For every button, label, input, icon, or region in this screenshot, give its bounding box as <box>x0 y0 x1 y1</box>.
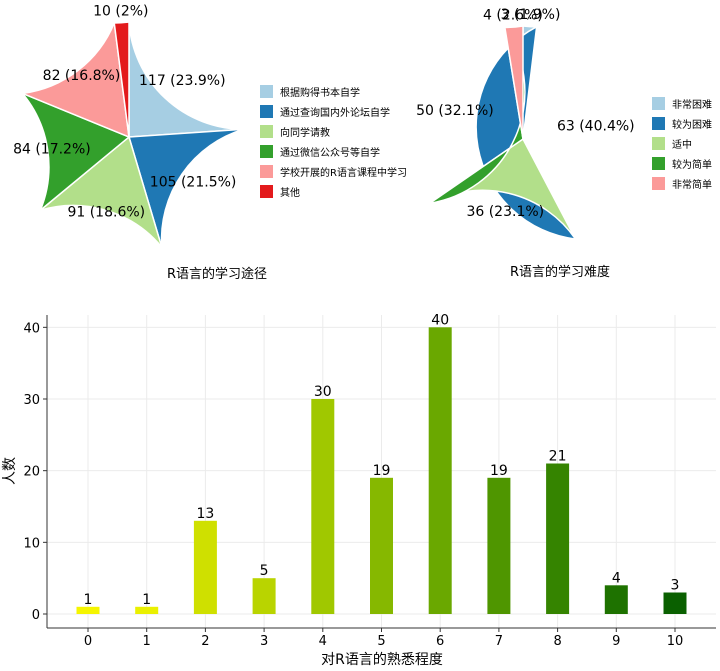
y-axis-label: 人数 <box>2 457 18 485</box>
bar <box>311 399 335 614</box>
legend-swatch <box>260 105 273 118</box>
bar-value-label: 1 <box>84 592 93 608</box>
legend-label: 非常简单 <box>672 178 712 191</box>
legend-label: 根据购得书本自学 <box>280 86 360 99</box>
legend-label: 向同学请教 <box>280 126 330 139</box>
x-tick-label: 6 <box>436 634 444 649</box>
x-tick-label: 8 <box>553 634 561 649</box>
x-tick-label: 0 <box>84 634 92 649</box>
legend-swatch <box>652 97 665 110</box>
legend-label: 适中 <box>672 138 692 151</box>
chart-title: R语言的学习难度 <box>510 264 610 280</box>
legend-label: 较为简单 <box>672 158 712 171</box>
legend-swatch <box>652 137 665 150</box>
bar-value-label: 13 <box>196 506 214 522</box>
x-tick-label: 7 <box>495 634 503 649</box>
slice-label: 84 (17.2%) <box>13 142 91 158</box>
legend-label: 非常困难 <box>672 98 712 111</box>
bar-value-label: 19 <box>490 463 508 479</box>
bar-value-label: 4 <box>612 570 621 586</box>
bar <box>604 585 628 614</box>
bar <box>76 606 100 614</box>
y-tick-label: 20 <box>23 465 40 480</box>
bar-value-label: 1 <box>142 592 151 608</box>
legend-label: 其他 <box>280 186 300 199</box>
slice-label: 36 (23.1%) <box>466 204 544 220</box>
legend-label: 通过微信公众号等自学 <box>280 146 380 159</box>
legend-swatch <box>260 165 273 178</box>
slice-label: 91 (18.6%) <box>67 205 145 221</box>
x-tick-label: 4 <box>319 634 327 649</box>
slice-label: 50 (32.1%) <box>416 103 494 119</box>
y-tick-label: 0 <box>32 608 40 623</box>
legend-swatch <box>652 157 665 170</box>
x-tick-label: 3 <box>260 634 268 649</box>
x-axis-label: 对R语言的熟悉程度 <box>321 652 443 668</box>
x-tick-label: 9 <box>612 634 620 649</box>
x-tick-label: 1 <box>143 634 151 649</box>
bar-value-label: 3 <box>671 578 680 594</box>
pie-slice <box>39 135 163 248</box>
legend-label: 较为困难 <box>672 118 712 131</box>
pie-chart-learning-paths: 117 (23.9%) 105 (21.5%) 91 (18.6%) 84 (17.2… <box>13 3 407 282</box>
bar <box>135 606 159 614</box>
bar-value-label: 40 <box>431 312 449 328</box>
bar <box>663 592 687 614</box>
pie-chart-learning-difficulty: 3 (1.9%) 63 (40.4%) 36 (23.1%) 50 (32.1%) 4 … <box>416 7 712 280</box>
slice-label: 82 (16.8%) <box>43 68 121 84</box>
bar-value-label: 21 <box>549 449 567 465</box>
pie-slice <box>19 20 130 139</box>
chart-title: R语言的学习途径 <box>167 266 267 282</box>
pie-slice <box>113 21 130 138</box>
bar-value-label: 30 <box>314 384 332 400</box>
slice-label: 105 (21.5%) <box>150 175 237 191</box>
bar <box>546 463 570 614</box>
pie-slice <box>22 92 131 211</box>
pie-slice <box>503 25 524 140</box>
bar-chart-familiarity: 01020304010111325330419540619721849310对R… <box>2 312 716 668</box>
bar-value-label: 5 <box>260 563 269 579</box>
pie-slice <box>128 21 244 138</box>
bar <box>428 327 452 614</box>
y-tick-label: 10 <box>23 536 40 551</box>
legend-label: 通过查询国内外论坛自学 <box>280 106 390 119</box>
slice-label: 10 (2%) <box>93 3 148 19</box>
bar <box>193 520 217 614</box>
bar <box>252 578 276 614</box>
slice-label: 117 (23.9%) <box>139 73 226 89</box>
y-tick-label: 30 <box>23 393 40 408</box>
slice-label: 3 (1.9%) <box>501 7 561 23</box>
legend-label: 学校开展的R语言课程中学习 <box>280 166 407 179</box>
legend-swatch <box>260 185 273 198</box>
legend-swatch <box>652 117 665 130</box>
x-tick-label: 2 <box>201 634 209 649</box>
x-tick-label: 10 <box>667 634 684 649</box>
pie-slice <box>128 128 244 248</box>
y-tick-label: 40 <box>23 321 40 336</box>
slice-label: 4 (2.6%) <box>483 7 543 23</box>
slice-label: 63 (40.4%) <box>557 119 635 135</box>
legend-swatch <box>260 145 273 158</box>
bar <box>487 477 511 614</box>
legend-swatch <box>652 177 665 190</box>
legend-swatch <box>260 85 273 98</box>
x-tick-label: 5 <box>377 634 385 649</box>
bar-value-label: 19 <box>373 463 391 479</box>
legend-swatch <box>260 125 273 138</box>
bar <box>370 477 393 614</box>
